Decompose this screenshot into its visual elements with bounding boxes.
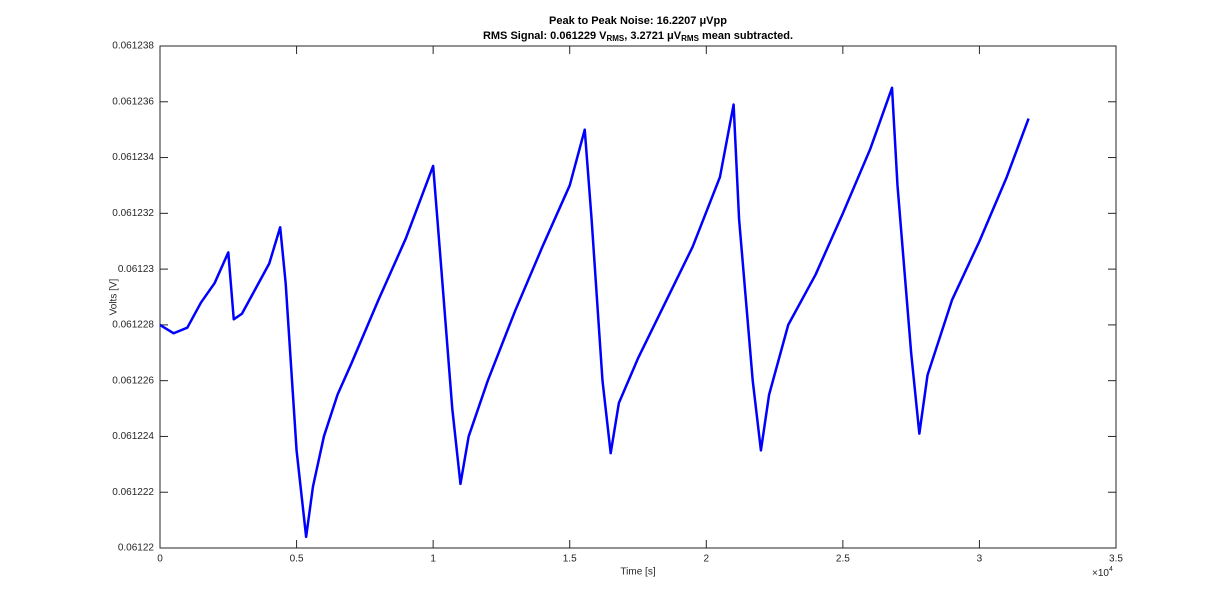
y-tick-label: 0.06123 [118,264,155,275]
x-tick-label: 3 [977,554,983,565]
y-tick-label: 0.061236 [112,96,154,107]
subtitle-part: mean subtracted. [699,30,793,42]
chart-title: Peak to Peak Noise: 16.2207 μVpp [549,15,727,27]
subtitle-part: RMS Signal: 0.061229 V [483,30,607,42]
subscript: RMS [606,34,624,43]
x-axis-label: Time [s] [620,567,655,578]
x-tick-label: 2 [704,554,710,565]
chart-subtitle: RMS Signal: 0.061229 VRMS, 3.2721 μVRMS … [483,30,793,43]
x-tick-label: 1 [430,554,436,565]
y-tick-label: 0.061226 [112,375,154,386]
y-tick-label: 0.061224 [112,431,154,442]
y-tick-label: 0.061238 [112,41,154,52]
y-tick-label: 0.061228 [112,320,154,331]
y-tick-label: 0.061232 [112,208,154,219]
x-tick-label: 1.5 [563,554,577,565]
y-axis-label: Volts [V] [109,278,120,315]
x-tick-label: 0.5 [290,554,304,565]
x-exponent-base: ×10 [1092,568,1109,579]
y-tick-label: 0.06122 [118,543,155,554]
subtitle-part: , 3.2721 μV [624,30,682,42]
x-tick-label: 3.5 [1109,554,1123,565]
data-line [159,86,1030,539]
x-exponent: ×104 [1092,566,1113,579]
x-exponent-power: 4 [1109,566,1113,573]
x-tick-label: 2.5 [836,554,850,565]
plot-frame [159,45,1117,549]
y-tick-label: 0.061222 [112,487,154,498]
subscript: RMS [681,34,699,43]
y-tick-label: 0.061234 [112,152,154,163]
x-tick-label: 0 [157,554,163,565]
